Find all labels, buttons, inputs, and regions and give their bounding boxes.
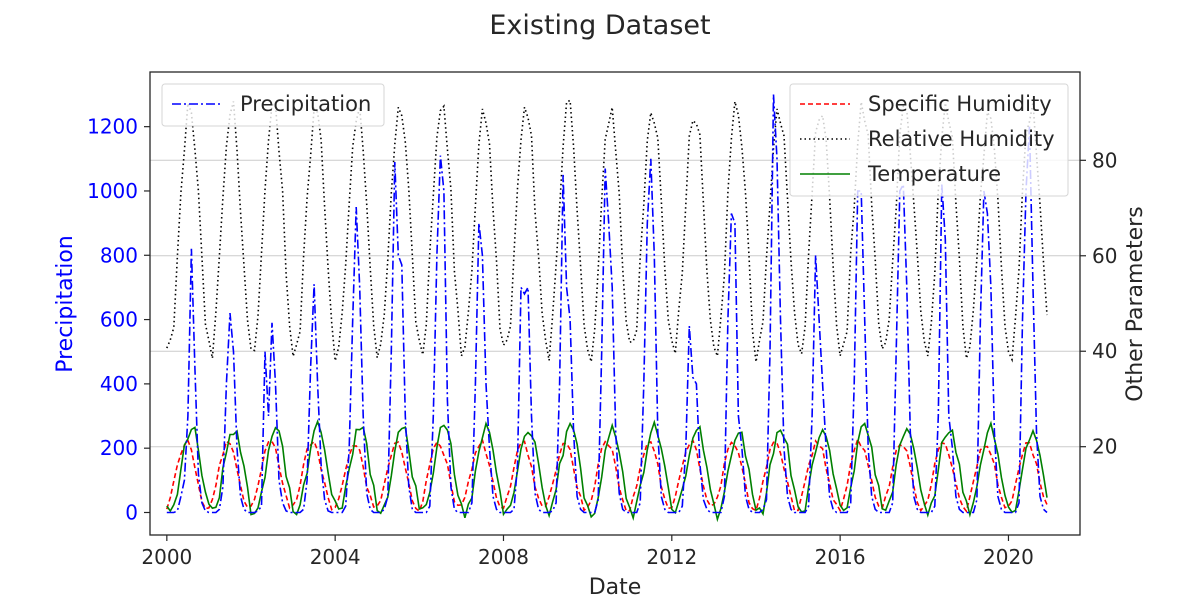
plot-frame xyxy=(149,71,1081,536)
y-left-ticks: 0 200 400 600 800 1000 1200 xyxy=(87,115,150,524)
legend-temperature-label: Temperature xyxy=(867,162,1001,186)
chart-title: Existing Dataset xyxy=(489,10,710,41)
y-left-tick-label: 0 xyxy=(125,500,138,524)
legend-relative-humidity-label: Relative Humidity xyxy=(868,127,1055,151)
x-tick-label: 2016 xyxy=(815,545,866,569)
y-left-axis-label: Precipitation xyxy=(53,235,78,373)
legend-precipitation-label: Precipitation xyxy=(240,92,371,116)
y-right-tick-label: 20 xyxy=(1092,435,1117,459)
y-left-tick-label: 600 xyxy=(100,308,138,332)
legend-right: Specific Humidity Relative Humidity Temp… xyxy=(789,83,1069,197)
legend-right-box xyxy=(789,83,1069,197)
x-tick-label: 2008 xyxy=(478,545,529,569)
x-tick-label: 2000 xyxy=(141,545,192,569)
legend-specific-humidity-label: Specific Humidity xyxy=(868,92,1052,116)
y-right-tick-label: 40 xyxy=(1092,339,1117,363)
y-right-tick-label: 80 xyxy=(1092,148,1117,172)
x-tick-label: 2012 xyxy=(646,545,697,569)
y-left-tick-label: 800 xyxy=(100,243,138,267)
x-axis-label: Date xyxy=(589,575,642,600)
y-left-tick-label: 400 xyxy=(100,372,138,396)
x-tick-label: 2004 xyxy=(310,545,361,569)
y-left-tick-label: 200 xyxy=(100,436,138,460)
x-tick-label: 2020 xyxy=(983,545,1034,569)
legend-left: Precipitation xyxy=(161,83,385,127)
series-relative-humidity-line xyxy=(166,99,1048,363)
x-ticks: 2000 2004 2008 2012 2016 2020 xyxy=(141,535,1034,569)
series-temperature-line xyxy=(166,419,1048,523)
y-right-tick-label: 60 xyxy=(1092,244,1117,268)
y-right-axis-label: Other Parameters xyxy=(1123,206,1148,401)
y-right-ticks: 20 40 60 80 xyxy=(1080,148,1117,459)
legend-left-box xyxy=(161,83,385,127)
y-left-tick-label: 1200 xyxy=(87,115,138,139)
y-left-tick-label: 1000 xyxy=(87,179,138,203)
